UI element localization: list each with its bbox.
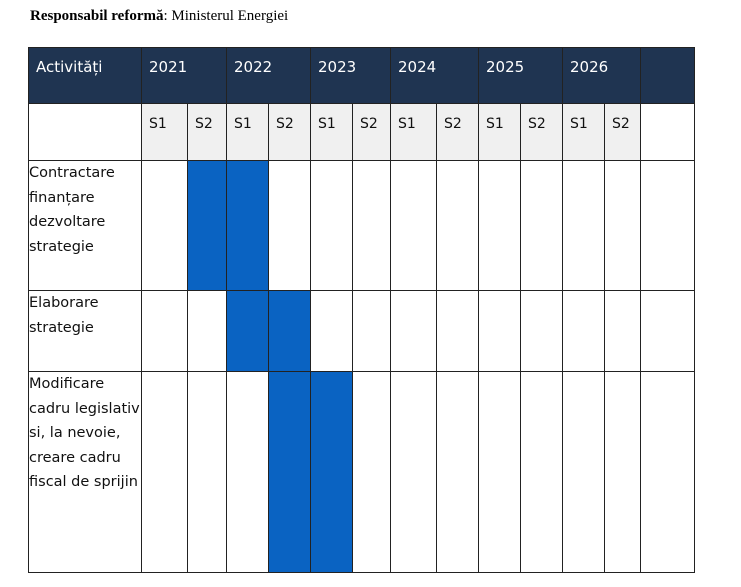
- semester-cell: S1: [390, 103, 437, 161]
- timeline-cell: [390, 371, 437, 573]
- semester-cell: S1: [478, 103, 521, 161]
- row-tail-cell: [640, 160, 695, 291]
- semester-cell: S2: [520, 103, 563, 161]
- year-header: 2024: [390, 47, 479, 104]
- timeline-table: Activități 2021 2022 2023 2024 2025 2026…: [28, 47, 695, 573]
- timeline-cell: [520, 371, 563, 573]
- header-tail-cell: [640, 47, 695, 104]
- timeline-cell: [226, 371, 269, 573]
- activity-row: Modificare cadru legislativ si, la nevoi…: [28, 371, 695, 573]
- semester-row: S1 S2 S1 S2 S1 S2 S1 S2 S1 S2 S1 S2: [28, 103, 695, 161]
- timeline-bar-cell: [187, 160, 227, 291]
- timeline-cell: [310, 160, 353, 291]
- timeline-cell: [436, 290, 479, 372]
- row-tail-cell: [640, 290, 695, 372]
- timeline-cell: [187, 290, 227, 372]
- timeline-cell: [562, 371, 605, 573]
- semester-cell: S1: [310, 103, 353, 161]
- responsible-label: Responsabil reformă: [30, 8, 164, 24]
- timeline-cell: [390, 290, 437, 372]
- timeline-cell: [187, 371, 227, 573]
- timeline-cell: [520, 290, 563, 372]
- responsible-line: Responsabil reformă: Ministerul Energiei: [30, 8, 288, 25]
- year-header-row: Activități 2021 2022 2023 2024 2025 2026: [28, 47, 695, 104]
- timeline-cell: [390, 160, 437, 291]
- timeline-cell: [268, 160, 311, 291]
- timeline-cell: [141, 160, 188, 291]
- semester-cell: S2: [604, 103, 641, 161]
- activity-name: Modificare cadru legislativ si, la nevoi…: [28, 371, 142, 573]
- semester-cell: S1: [562, 103, 605, 161]
- timeline-cell: [604, 371, 641, 573]
- timeline-cell: [478, 371, 521, 573]
- timeline-cell: [562, 160, 605, 291]
- year-header: 2023: [310, 47, 391, 104]
- year-header: 2021: [141, 47, 227, 104]
- timeline-bar-cell: [310, 371, 353, 573]
- timeline-cell: [478, 290, 521, 372]
- semester-cell: S1: [141, 103, 188, 161]
- timeline-cell: [141, 371, 188, 573]
- timeline-cell: [436, 160, 479, 291]
- timeline-cell: [141, 290, 188, 372]
- activity-row: Elaborare strategie: [28, 290, 695, 372]
- activities-header: Activități: [28, 47, 142, 104]
- timeline-cell: [604, 160, 641, 291]
- semester-row-blank: [28, 103, 142, 161]
- activity-row: Contractare finanțare dezvoltare strateg…: [28, 160, 695, 291]
- year-header: 2022: [226, 47, 311, 104]
- timeline-cell: [352, 290, 391, 372]
- timeline-cell: [604, 290, 641, 372]
- timeline-bar-cell: [268, 371, 311, 573]
- year-header: 2025: [478, 47, 563, 104]
- timeline-cell: [436, 371, 479, 573]
- timeline-cell: [310, 290, 353, 372]
- timeline-cell: [562, 290, 605, 372]
- timeline-bar-cell: [226, 160, 269, 291]
- row-tail-cell: [640, 371, 695, 573]
- year-header: 2026: [562, 47, 641, 104]
- timeline-cell: [520, 160, 563, 291]
- timeline-cell: [352, 160, 391, 291]
- activity-name: Elaborare strategie: [28, 290, 142, 372]
- activity-name: Contractare finanțare dezvoltare strateg…: [28, 160, 142, 291]
- semester-tail-cell: [640, 103, 695, 161]
- semester-cell: S2: [352, 103, 391, 161]
- semester-cell: S2: [436, 103, 479, 161]
- timeline-bar-cell: [268, 290, 311, 372]
- responsible-value: : Ministerul Energiei: [163, 8, 289, 24]
- semester-cell: S2: [268, 103, 311, 161]
- timeline-cell: [352, 371, 391, 573]
- timeline-bar-cell: [226, 290, 269, 372]
- semester-cell: S1: [226, 103, 269, 161]
- semester-cell: S2: [187, 103, 227, 161]
- timeline-cell: [478, 160, 521, 291]
